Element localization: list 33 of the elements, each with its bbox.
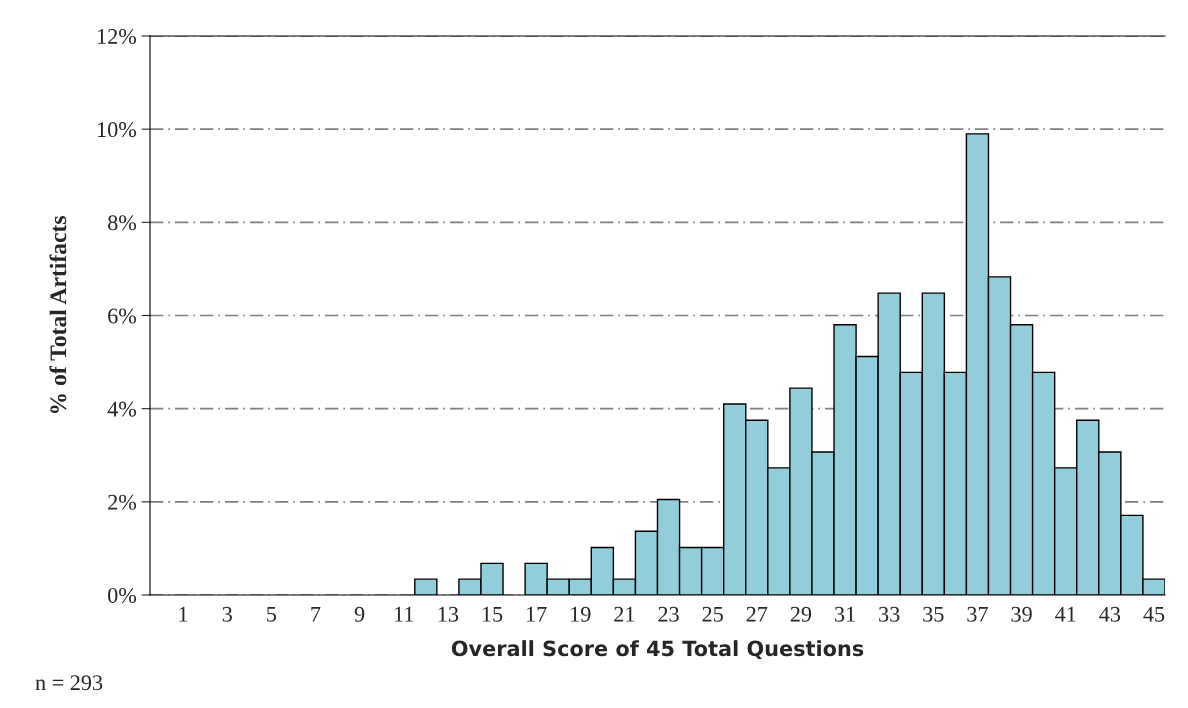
y-tick-label: 8% <box>108 215 137 231</box>
x-tick-label: 41 <box>1055 606 1076 622</box>
y-tick-label: 6% <box>108 308 137 324</box>
x-tick-label: 39 <box>1011 606 1032 622</box>
x-tick-label: 19 <box>571 606 591 622</box>
x-tick-label: 13 <box>438 606 459 622</box>
y-axis-title: % of Total Artifacts <box>49 216 67 414</box>
x-tick-label: 25 <box>702 606 723 622</box>
y-tick-label: 10% <box>98 122 137 138</box>
y-tick-label: 0% <box>108 587 137 603</box>
x-tick-label: 23 <box>658 606 679 622</box>
x-tick-label: 27 <box>746 606 768 622</box>
y-tick-label: 12% <box>98 28 137 44</box>
x-tick-label: 3 <box>222 606 232 622</box>
x-axis-title: Overall Score of 45 Total Questions <box>451 640 864 660</box>
x-tick-label: 15 <box>482 606 503 622</box>
x-tick-label: 17 <box>526 606 547 622</box>
x-tick-label: 21 <box>614 606 635 622</box>
x-tick-label: 37 <box>967 606 988 622</box>
x-tick-label: 7 <box>311 606 321 622</box>
x-tick-label: 33 <box>879 606 900 622</box>
x-tick-label: 31 <box>835 606 855 622</box>
x-tick-label: 1 <box>179 606 188 622</box>
x-tick-label: 11 <box>395 606 414 622</box>
x-tick-label: 35 <box>923 606 944 622</box>
y-tick-label: 2% <box>108 494 137 510</box>
x-tick-label: 29 <box>790 606 812 622</box>
x-tick-label: 43 <box>1099 606 1121 622</box>
x-tick-label: 45 <box>1143 606 1165 622</box>
x-tick-label: 9 <box>354 606 365 622</box>
x-tick-label: 5 <box>267 606 277 622</box>
text: n = 293 <box>35 675 103 691</box>
y-tick-label: 4% <box>107 401 137 417</box>
